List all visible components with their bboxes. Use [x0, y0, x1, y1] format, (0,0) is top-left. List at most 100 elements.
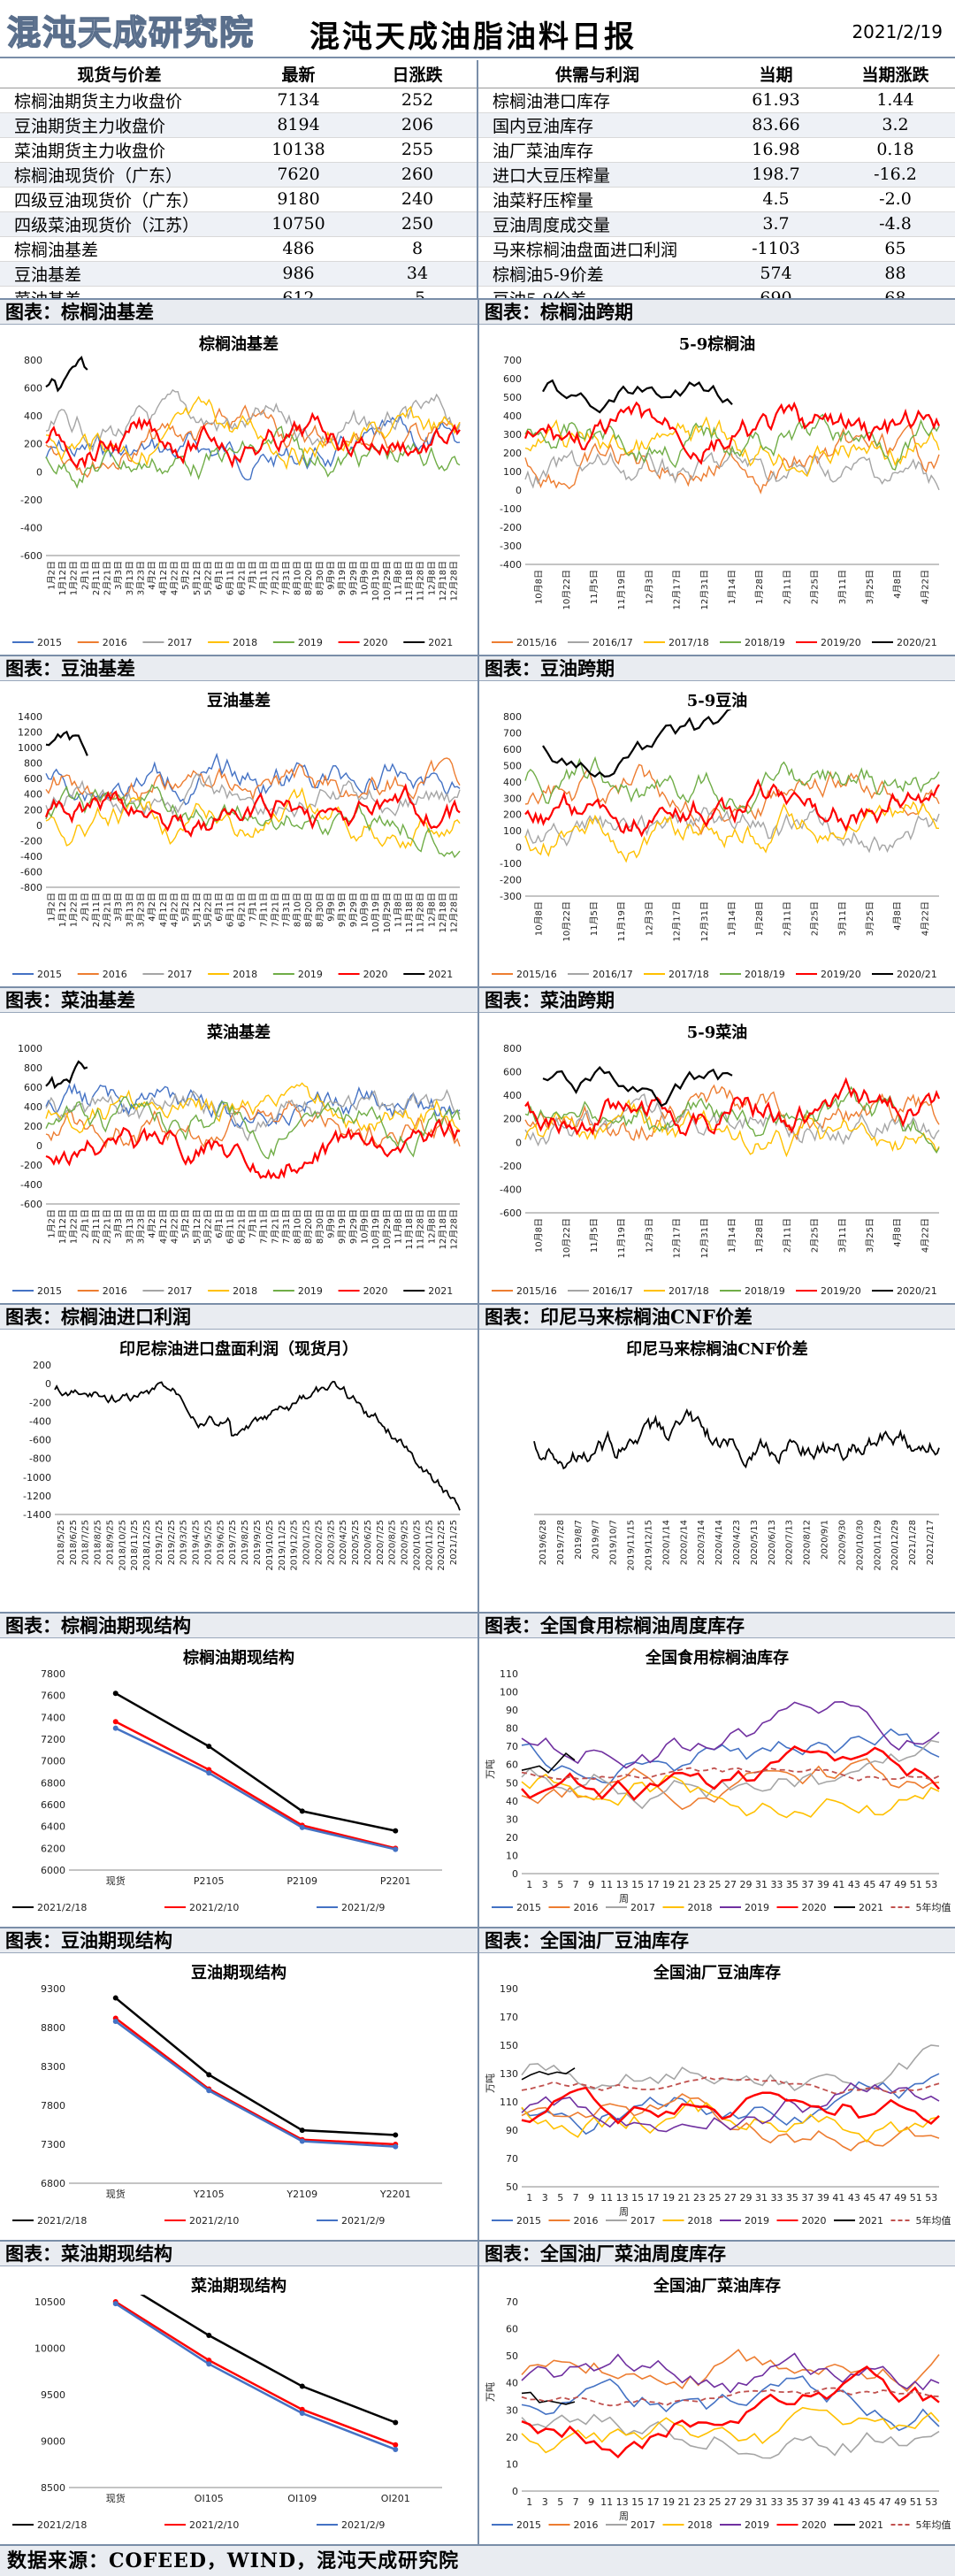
- x-tick-label: 2月25日: [810, 570, 821, 604]
- series-line: [533, 1407, 940, 1470]
- x-tick-label: 9: [588, 2192, 594, 2204]
- legend-label: 2019: [298, 969, 323, 980]
- table-cell: -16.2: [836, 162, 955, 188]
- y-tick-label: 0: [512, 1868, 518, 1880]
- series-line: [45, 773, 461, 818]
- panel-label: 图表：豆油跨期: [479, 655, 955, 681]
- legend-label: 5年均值: [916, 1901, 951, 1913]
- chart-panel: 图表：菜油期现结构 菜油期现结构 10500 10000 9500 9000 8500 现货 O…: [0, 2240, 478, 2544]
- x-tick-label: 5月12日: [192, 893, 202, 927]
- data-point: [206, 2358, 212, 2364]
- chart-title: 全国油厂豆油库存: [653, 1964, 781, 1982]
- series-line: [44, 783, 461, 838]
- y-tick-label: 8300: [41, 2061, 65, 2073]
- x-tick-label: 8月30日: [315, 893, 325, 927]
- x-tick-label: 9月29日: [348, 893, 359, 927]
- x-tick-label: 4月2日: [147, 561, 157, 590]
- x-tick-label: 5月22日: [202, 893, 213, 927]
- table-cell: 7134: [239, 88, 358, 113]
- x-tick-label: 13: [616, 2192, 629, 2204]
- series-line: [521, 2073, 940, 2135]
- series-line: [521, 1739, 940, 1810]
- table-row: 棕榈油基差 486 8 马来棕榈油盘面进口利润 -1103 65: [0, 236, 955, 262]
- col-header: 现货与价差: [0, 60, 239, 88]
- series-line: [521, 2406, 940, 2454]
- y-tick-label: 400: [503, 410, 522, 422]
- series-line: [524, 413, 940, 472]
- y-tick-label: -600: [20, 866, 42, 878]
- x-tick-label: 2020/3/25: [326, 1520, 336, 1565]
- x-tick-label: 15: [631, 2496, 644, 2508]
- x-tick-label: Y2201: [379, 2189, 411, 2200]
- y-tick-label: 600: [503, 744, 522, 755]
- x-tick-label: 4月12日: [158, 561, 169, 595]
- x-tick-label: 1: [526, 2192, 532, 2204]
- panel-label: 图表：棕榈油跨期: [479, 298, 955, 325]
- x-tick-label: 41: [832, 1879, 844, 1890]
- data-point: [112, 2018, 118, 2024]
- x-tick-label: 51: [910, 1879, 922, 1890]
- y-tick-label: -200: [20, 1160, 42, 1171]
- series-line: [45, 426, 461, 489]
- table-cell: -4.8: [836, 211, 955, 237]
- x-tick-label: 2019/5/25: [203, 1520, 213, 1565]
- legend-label: 2015/16: [516, 969, 557, 980]
- table-cell: 88: [836, 261, 955, 287]
- series-line: [115, 2300, 396, 2446]
- x-tick-label: 12月17日: [672, 901, 683, 941]
- y-tick-label: 190: [500, 1983, 518, 1995]
- series-line: [524, 755, 940, 815]
- table-row: 豆油期货主力收盘价 8194 206 国内豆油库存 83.66 3.2: [0, 112, 955, 138]
- y-tick-label: 8800: [41, 2022, 65, 2034]
- x-tick-label: 10月19日: [371, 561, 381, 601]
- panel-label: 图表：菜油跨期: [479, 986, 955, 1013]
- y-tick-label: 1000: [18, 1043, 42, 1054]
- x-tick-label: 9: [588, 2496, 594, 2508]
- table-cell: 10750: [239, 211, 358, 237]
- series-line: [523, 401, 941, 465]
- data-point: [299, 2383, 305, 2389]
- series-line: [521, 2086, 940, 2126]
- x-tick-label: 12月18日: [438, 893, 448, 932]
- x-tick-label: 21: [678, 2496, 691, 2508]
- y-tick-label: 800: [24, 1062, 42, 1074]
- x-tick-label: 39: [817, 2192, 829, 2204]
- table-cell: 豆油基差: [0, 261, 239, 287]
- y-tick-label: 90: [506, 1705, 518, 1716]
- chart-panel: 图表：菜油跨期 5-9菜油 800 600 400 200 0 -200 -400 -600 10月…: [478, 986, 955, 1303]
- data-point: [206, 1770, 212, 1776]
- x-tick-label: 1: [526, 2496, 532, 2508]
- x-tick-label: 2019/7/28: [556, 1520, 566, 1565]
- data-point: [112, 2301, 118, 2307]
- x-tick-label: 1月2日: [46, 1209, 57, 1238]
- table-cell: 棕榈油基差: [0, 236, 239, 262]
- legend-label: 2017: [167, 637, 192, 648]
- y-tick-label: 400: [24, 410, 42, 422]
- x-tick-label: 6月11日: [225, 893, 236, 927]
- series-line: [521, 1774, 940, 1819]
- x-tick-label: 6月21日: [236, 561, 247, 595]
- table-cell: 豆油周度成交量: [477, 211, 716, 237]
- x-tick-label: 7月31日: [281, 1209, 292, 1244]
- col-header: 最新: [239, 60, 358, 88]
- series-line: [521, 2387, 940, 2407]
- x-tick-label: 4月12日: [158, 1209, 169, 1244]
- legend-label: 2018/19: [745, 637, 785, 648]
- y-tick-label: 10500: [34, 2296, 65, 2308]
- y-tick-label: 7000: [41, 1756, 65, 1767]
- legend-label: 2017/18: [668, 969, 709, 980]
- x-tick-label: 2020/9/30: [837, 1520, 847, 1565]
- x-tick-label: 33: [770, 1879, 783, 1890]
- legend-label: 2017: [167, 969, 192, 980]
- chart-title: 5-9棕榈油: [678, 335, 756, 354]
- x-tick-label: 49: [894, 1879, 906, 1890]
- table-row: 四级菜油现货价（江苏） 10750 250 豆油周度成交量 3.7 -4.8: [0, 211, 955, 237]
- x-tick-label: 6月21日: [236, 893, 247, 927]
- x-tick-label: 4月22日: [920, 570, 930, 604]
- x-tick-label: 5月22日: [202, 1209, 213, 1244]
- y-tick-label: -600: [20, 550, 42, 562]
- x-tick-label: 2020/3/14: [697, 1520, 707, 1565]
- x-tick-label: 2月1日: [80, 561, 90, 590]
- series-line: [524, 449, 940, 491]
- y-tick-label: 50: [506, 2350, 518, 2362]
